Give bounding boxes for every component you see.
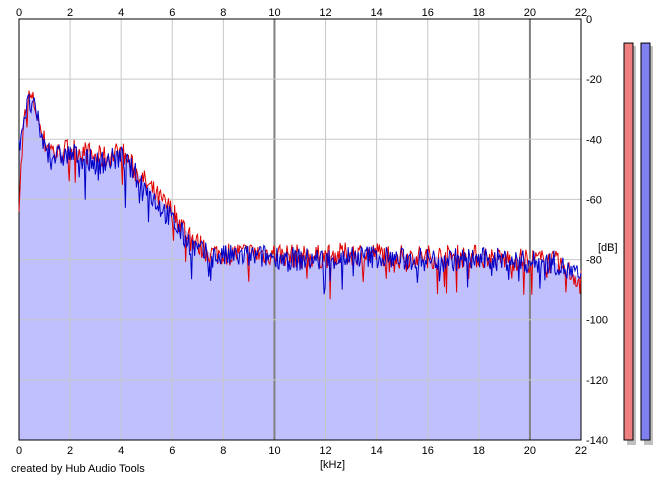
x-tick-label-top: 22 <box>575 7 587 19</box>
y-axis-unit-label: [dB] <box>598 242 618 254</box>
x-tick-label-top: 2 <box>67 7 73 19</box>
x-tick-label-top: 18 <box>473 7 485 19</box>
level-meters <box>623 42 653 446</box>
x-tick-label-bottom: 0 <box>16 445 22 457</box>
x-tick-label-bottom: 20 <box>524 445 536 457</box>
x-axis-unit-label: [kHz] <box>320 459 345 471</box>
y-tick-label: -140 <box>586 435 608 447</box>
series-line-2 <box>18 93 582 295</box>
x-tick-label-bottom: 16 <box>422 445 434 457</box>
series-layer <box>18 90 582 300</box>
x-tick-label-bottom: 14 <box>371 445 383 457</box>
x-tick-label-top: 14 <box>371 7 383 19</box>
y-tick-label: -60 <box>586 194 602 206</box>
x-tick-label-top: 8 <box>220 7 226 19</box>
y-tick-labels: 0 -20 -40 -60 -80 -100 -120 -140 <box>586 14 608 447</box>
x-tick-label-top: 4 <box>118 7 124 19</box>
x-tick-label-bottom: 12 <box>319 445 331 457</box>
plot-frame <box>18 18 582 441</box>
x-tick-label-bottom: 18 <box>473 445 485 457</box>
x-tick-label-bottom: 6 <box>169 445 175 457</box>
y-tick-label: -100 <box>586 315 608 327</box>
x-tick-label-bottom: 2 <box>67 445 73 457</box>
y-tick-label: 0 <box>586 14 592 26</box>
y-tick-label: -120 <box>586 375 608 387</box>
x-tick-label-bottom: 4 <box>118 445 124 457</box>
y-tick-label: -80 <box>586 255 602 267</box>
x-tick-label-top: 12 <box>319 7 331 19</box>
y-tick-label: -40 <box>586 134 602 146</box>
x-tick-label-top: 0 <box>16 7 22 19</box>
credit-text: created by Hub Audio Tools <box>11 463 145 475</box>
x-tick-label-bottom: 8 <box>220 445 226 457</box>
x-tick-label-top: 10 <box>268 7 280 19</box>
x-tick-label-bottom: 10 <box>268 445 280 457</box>
level-meter-1 <box>623 42 634 441</box>
x-tick-label-top: 6 <box>169 7 175 19</box>
x-tick-label-top: 16 <box>422 7 434 19</box>
y-tick-label: -20 <box>586 74 602 86</box>
level-meter-2 <box>640 42 651 441</box>
x-tick-label-top: 20 <box>524 7 536 19</box>
x-tick-label-bottom: 22 <box>575 445 587 457</box>
